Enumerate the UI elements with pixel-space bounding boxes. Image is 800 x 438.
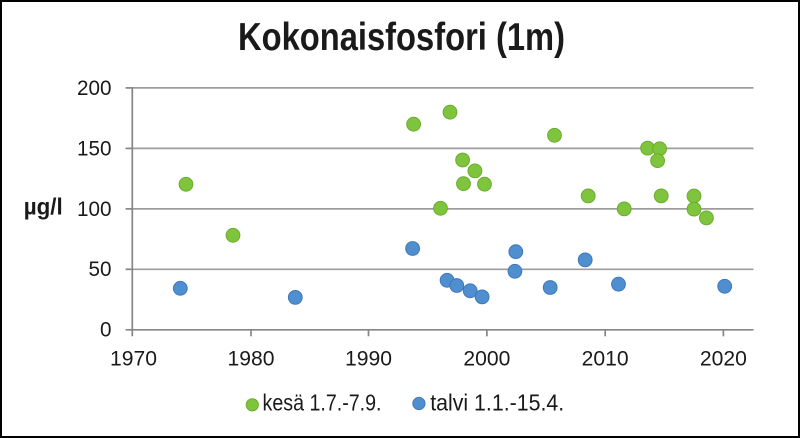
- svg-text:100: 100: [77, 198, 112, 221]
- svg-text:2010: 2010: [582, 348, 629, 371]
- svg-text:µg/l: µg/l: [24, 194, 63, 220]
- svg-text:Kokonaisfosfori (1m): Kokonaisfosfori (1m): [238, 16, 565, 59]
- svg-text:kesä 1.7.-7.9.: kesä 1.7.-7.9.: [263, 390, 382, 416]
- svg-text:talvi 1.1.-15.4.: talvi 1.1.-15.4.: [430, 390, 564, 416]
- svg-text:150: 150: [77, 137, 112, 160]
- svg-text:50: 50: [89, 258, 112, 281]
- svg-text:1990: 1990: [345, 348, 392, 371]
- svg-text:0: 0: [100, 319, 112, 342]
- svg-text:1970: 1970: [110, 348, 157, 371]
- svg-text:1980: 1980: [228, 348, 275, 371]
- svg-text:2000: 2000: [463, 348, 510, 371]
- svg-text:2020: 2020: [700, 348, 747, 371]
- svg-text:200: 200: [77, 77, 112, 100]
